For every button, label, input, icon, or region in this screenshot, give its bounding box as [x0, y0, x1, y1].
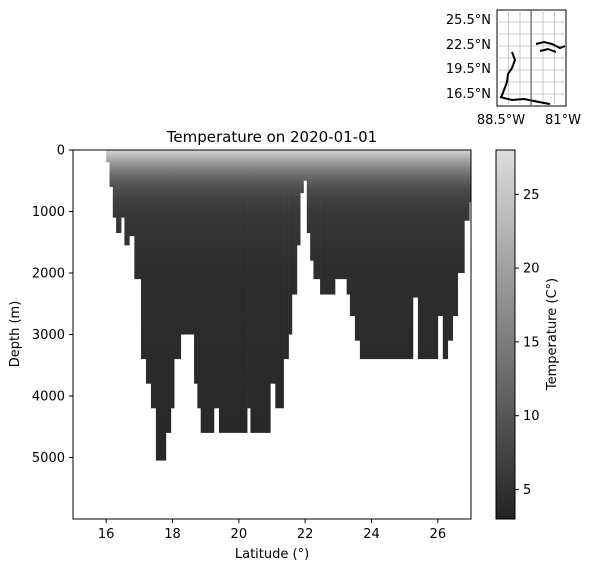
y-tick-label: 0: [57, 144, 65, 159]
section-column: [155, 150, 167, 461]
section-column: [247, 150, 251, 409]
x-tick-label: 16: [98, 527, 115, 542]
inset-lon-tick-0: 88.5°W: [477, 113, 525, 128]
inset-lat-tick-1: 22.5°N: [446, 38, 491, 53]
section-column: [291, 150, 298, 295]
section-column: [320, 150, 336, 295]
y-axis: 0 1000 2000 3000 4000 5000: [32, 144, 73, 466]
colorbar-tick-label: 5: [523, 483, 531, 498]
section-column: [200, 150, 215, 433]
section-column: [437, 150, 444, 317]
section-column: [250, 150, 271, 433]
section-column: [442, 150, 449, 360]
section-column: [300, 150, 304, 194]
inset-map: 25.5°N 22.5°N 19.5°N 16.5°N 88.5°W 81°W: [446, 9, 581, 128]
section-column: [452, 150, 459, 317]
inset-map-coastline: [499, 40, 566, 105]
section-column: [275, 150, 284, 409]
section-column: [213, 150, 220, 409]
section-column: [310, 150, 314, 261]
section-column: [469, 150, 472, 203]
section-column: [270, 150, 276, 384]
inset-lat-tick-3: 16.5°N: [446, 87, 491, 102]
section-column: [121, 150, 125, 218]
section-column: [306, 150, 311, 234]
y-tick-label: 1000: [32, 205, 65, 220]
section-column: [296, 150, 301, 246]
colorbar-ramp: [495, 149, 516, 520]
section-column: [359, 150, 414, 360]
section-column: [134, 150, 142, 280]
section-cells: [106, 150, 472, 461]
section-column: [112, 150, 117, 218]
section-column: [447, 150, 454, 341]
section-column: [218, 150, 248, 433]
section-column: [129, 150, 135, 237]
section-column: [303, 150, 308, 181]
section-column: [283, 150, 289, 360]
section-column: [346, 150, 351, 295]
x-axis-label: Latitude (°): [235, 547, 309, 562]
inset-lat-tick-2: 19.5°N: [446, 62, 491, 77]
section-column: [145, 150, 152, 384]
x-tick-label: 24: [363, 527, 380, 542]
section-column: [109, 150, 114, 187]
x-tick-label: 20: [231, 527, 248, 542]
colorbar-label: Temperature (C°): [545, 278, 560, 391]
colorbar-ticks: 5 10 15 20 25: [515, 188, 540, 498]
section-column: [313, 150, 321, 280]
section-column: [165, 150, 172, 433]
colorbar-tick-label: 25: [523, 188, 540, 203]
chart-title: Temperature on 2020-01-01: [166, 128, 377, 146]
inset-lon-tick-1: 81°W: [545, 113, 581, 128]
section-column: [140, 150, 147, 360]
section-column: [457, 150, 465, 273]
y-tick-label: 4000: [32, 390, 65, 405]
section-column: [197, 150, 201, 409]
x-tick-label: 26: [430, 527, 447, 542]
section-column: [150, 150, 157, 409]
y-tick-label: 5000: [32, 451, 65, 466]
y-tick-label: 2000: [32, 267, 65, 282]
section-column: [124, 150, 130, 246]
section-column: [464, 150, 470, 221]
section-column: [349, 150, 356, 317]
section-column: [180, 150, 195, 335]
y-tick-label: 3000: [32, 328, 65, 343]
x-axis: 16 18 20 22 24 26: [98, 519, 446, 542]
colorbar-tick-label: 10: [523, 409, 540, 424]
y-axis-label: Depth (m): [8, 301, 23, 368]
colorbar-tick-label: 15: [523, 335, 540, 350]
colorbar-tick-label: 20: [523, 262, 540, 277]
x-tick-label: 18: [164, 527, 181, 542]
section-column: [412, 150, 419, 298]
x-tick-label: 22: [297, 527, 314, 542]
plot-area: 16 18 20 22 24 26 0 1000 2000 3000 4000 5000: [32, 144, 472, 542]
section-column: [417, 150, 439, 360]
section-column: [194, 150, 198, 384]
section-column: [116, 150, 122, 234]
section-column: [170, 150, 175, 409]
section-column: [354, 150, 361, 341]
section-column: [174, 150, 182, 360]
colorbar: 5 10 15 20 25 Temperature (C°): [495, 149, 560, 520]
inset-lat-tick-0: 25.5°N: [446, 13, 491, 28]
section-column: [106, 150, 110, 163]
section-column: [288, 150, 293, 335]
section-column: [335, 150, 347, 280]
